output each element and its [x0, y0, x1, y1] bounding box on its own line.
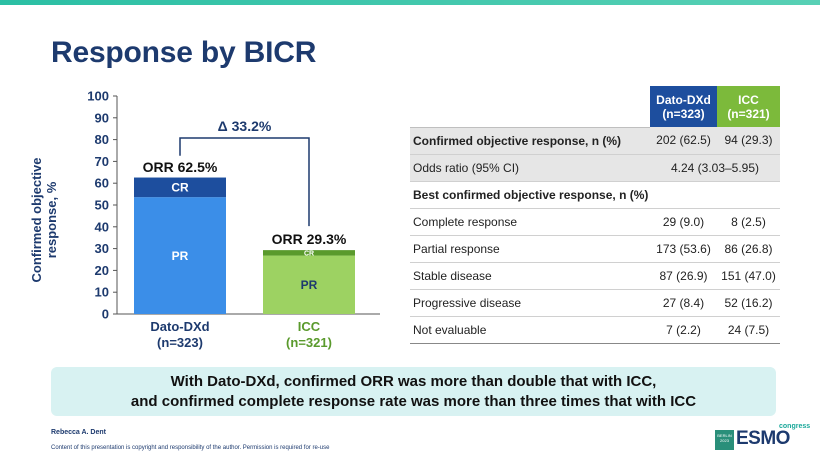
copyright-notice: Content of this presentation is copyrigh…	[51, 445, 330, 451]
table-header-dato-n: (n=323)	[662, 106, 705, 121]
key-message-callout: With Dato-DXd, confirmed ORR was more th…	[51, 367, 776, 416]
y-tick-label: 20	[95, 263, 109, 278]
table-header-icc: ICC (n=321)	[717, 86, 780, 127]
response-bar-chart: Confirmed objective response, % 0 10 20 30 4…	[20, 78, 400, 368]
top-accent-bar	[0, 0, 820, 5]
total-orr-label: ORR 62.5%	[143, 159, 218, 175]
y-tick-label: 40	[95, 219, 109, 234]
x-category-name: ICC	[298, 319, 321, 334]
row-dato-value: 87 (26.9)	[650, 262, 717, 290]
row-dato-value: 173 (53.6)	[650, 235, 717, 263]
row-label: Progressive disease	[410, 289, 650, 317]
table-header-dato: Dato-DXd (n=323)	[650, 86, 717, 127]
x-category-n: (n=321)	[286, 335, 332, 350]
row-dato-value: 27 (8.4)	[650, 289, 717, 317]
bar-pr-1	[263, 255, 355, 314]
table-header-icc-name: ICC	[738, 92, 759, 107]
y-tick-label: 80	[95, 132, 109, 147]
y-tick-label: 30	[95, 241, 109, 256]
section-label: Best confirmed objective response, n (%)	[410, 181, 780, 209]
table-row: Stable disease 87 (26.9) 151 (47.0)	[410, 262, 780, 290]
table-row: Complete response 29 (9.0) 8 (2.5)	[410, 208, 780, 236]
table-header-blank	[410, 86, 650, 128]
table-row: Confirmed objective response, n (%) 202 …	[410, 127, 780, 155]
logo-badge: BERLIN 2023	[715, 430, 734, 450]
row-label: Partial response	[410, 235, 650, 263]
table-row: Not evaluable 7 (2.2) 24 (7.5)	[410, 316, 780, 344]
bar-cr-0	[134, 177, 226, 198]
row-icc-value: 8 (2.5)	[717, 208, 780, 236]
y-tick-label: 70	[95, 154, 109, 169]
segment-label: CR	[304, 250, 314, 257]
presenter-name: Rebecca A. Dent	[51, 429, 106, 436]
table-row: Partial response 173 (53.6) 86 (26.8)	[410, 235, 780, 263]
row-icc-value: 52 (16.2)	[717, 289, 780, 317]
y-tick-label: 90	[95, 110, 109, 125]
y-tick-label: 0	[102, 307, 109, 322]
slide-title: Response by BICR	[51, 36, 317, 69]
table-row: Odds ratio (95% CI) 4.24 (3.03–5.95)	[410, 154, 780, 182]
row-icc-value: 86 (26.8)	[717, 235, 780, 263]
response-table: Dato-DXd (n=323) ICC (n=321) Confirmed o…	[410, 86, 780, 344]
logo-brand: ESMO	[736, 428, 790, 449]
bar-pr-0	[134, 197, 226, 314]
y-tick-label: 50	[95, 198, 109, 213]
segment-label: PR	[301, 278, 318, 292]
y-tick-label: 60	[95, 176, 109, 191]
table-header-dato-name: Dato-DXd	[656, 92, 711, 107]
logo-suffix: congress	[779, 423, 811, 430]
esmo-congress-logo: BERLIN 2023 ESMO congress	[715, 419, 810, 455]
row-label: Complete response	[410, 208, 650, 236]
row-dato-value: 202 (62.5)	[650, 127, 717, 155]
row-dato-value: 29 (9.0)	[650, 208, 717, 236]
row-icc-value: 151 (47.0)	[717, 262, 780, 290]
row-label: Confirmed objective response, n (%)	[410, 127, 650, 155]
delta-bracket	[179, 137, 310, 227]
y-tick-label: 10	[95, 285, 109, 300]
row-label: Odds ratio (95% CI)	[410, 154, 650, 182]
total-orr-label: ORR 29.3%	[272, 231, 347, 247]
table-header-icc-n: (n=321)	[727, 106, 770, 121]
bar-cr-1	[263, 250, 355, 256]
table-row: Progressive disease 27 (8.4) 52 (16.2)	[410, 289, 780, 317]
delta-label: Δ 33.2%	[218, 118, 272, 134]
row-dato-value: 7 (2.2)	[650, 316, 717, 344]
segment-label: CR	[171, 181, 189, 195]
chart-svg: 0 10 20 30 40 50 60 70 80 90 100 PR CR ORR 62.5% Dato-…	[87, 89, 380, 350]
segment-label: PR	[172, 249, 189, 263]
callout-line-2: and confirmed complete response rate was…	[130, 393, 697, 410]
callout-line-1: With Dato-DXd, confirmed ORR was more th…	[170, 373, 657, 390]
x-category-name: Dato-DXd	[150, 319, 209, 334]
row-merged-value: 4.24 (3.03–5.95)	[650, 154, 780, 182]
x-category-n: (n=323)	[157, 335, 203, 350]
row-label: Not evaluable	[410, 316, 650, 344]
row-icc-value: 94 (29.3)	[717, 127, 780, 155]
table-section-row: Best confirmed objective response, n (%)	[410, 181, 780, 209]
y-tick-label: 100	[87, 89, 109, 104]
row-icc-value: 24 (7.5)	[717, 316, 780, 344]
row-label: Stable disease	[410, 262, 650, 290]
